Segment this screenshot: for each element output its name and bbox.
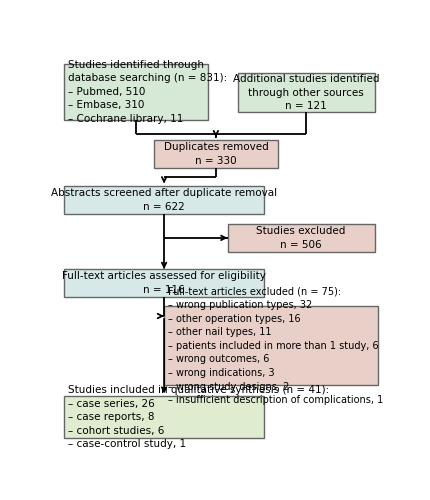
Text: Additional studies identified
through other sources
n = 121: Additional studies identified through ot… xyxy=(232,74,378,112)
Text: Abstracts screened after duplicate removal
n = 622: Abstracts screened after duplicate remov… xyxy=(51,188,276,212)
FancyBboxPatch shape xyxy=(64,396,264,438)
FancyBboxPatch shape xyxy=(64,269,264,297)
FancyBboxPatch shape xyxy=(164,306,377,386)
FancyBboxPatch shape xyxy=(154,140,277,168)
Text: Studies identified through
database searching (n = 831):
– Pubmed, 510
– Embase,: Studies identified through database sear… xyxy=(68,60,227,124)
FancyBboxPatch shape xyxy=(64,64,207,120)
Text: Full-text articles assessed for eligibility
n = 116: Full-text articles assessed for eligibil… xyxy=(62,271,265,294)
Text: Studies included in qualitative synthesis (n = 41):
– case series, 26
– case rep: Studies included in qualitative synthesi… xyxy=(68,385,329,450)
FancyBboxPatch shape xyxy=(64,186,264,214)
FancyBboxPatch shape xyxy=(237,74,374,112)
FancyBboxPatch shape xyxy=(227,224,374,252)
Text: Studies excluded
n = 506: Studies excluded n = 506 xyxy=(256,226,345,250)
Text: Full-text articles excluded (n = 75):
– wrong publication types, 32
– other oper: Full-text articles excluded (n = 75): – … xyxy=(168,286,383,406)
Text: Duplicates removed
n = 330: Duplicates removed n = 330 xyxy=(163,142,267,166)
